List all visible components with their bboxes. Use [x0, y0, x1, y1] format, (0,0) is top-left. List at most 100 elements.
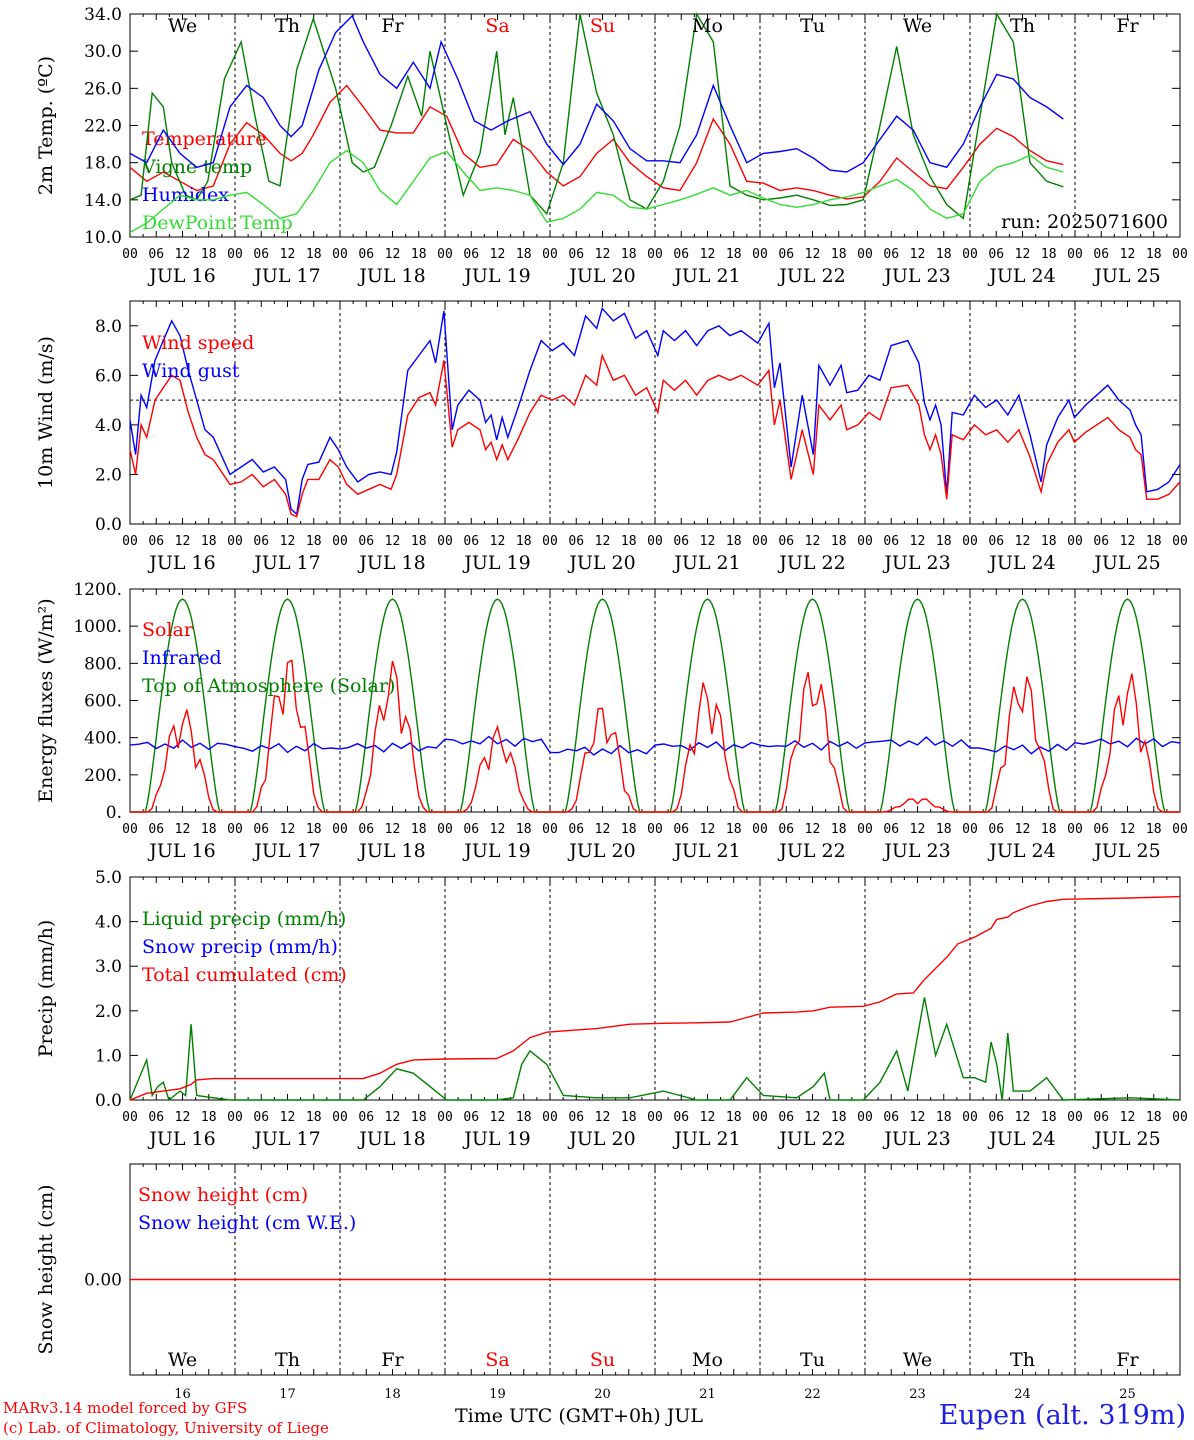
hour-tick-label: 12 [175, 1110, 191, 1125]
hour-tick-label: 06 [778, 1110, 794, 1125]
hour-tick-label: 06 [988, 822, 1004, 837]
hour-tick-label: 18 [201, 1110, 217, 1125]
y-tick-label: 2.0 [95, 465, 122, 485]
date-label: JUL 25 [1092, 1128, 1160, 1150]
date-label: JUL 22 [777, 265, 845, 287]
date-label: JUL 20 [567, 1128, 635, 1150]
hour-tick-label: 06 [673, 534, 689, 549]
hour-tick-label: 00 [647, 822, 663, 837]
hour-tick-label: 18 [1146, 247, 1162, 262]
hour-tick-label: 18 [831, 1110, 847, 1125]
day-number: 25 [1119, 1387, 1136, 1402]
hour-tick-label: 12 [910, 534, 926, 549]
hour-tick-label: 06 [358, 1110, 374, 1125]
hour-tick-label: 00 [962, 822, 978, 837]
hour-tick-label: 18 [1041, 534, 1057, 549]
y-tick-label: 5.0 [95, 868, 122, 888]
hour-tick-label: 06 [988, 247, 1004, 262]
hour-tick-label: 06 [778, 534, 794, 549]
day-name: Th [275, 1349, 300, 1371]
hour-tick-label: 12 [385, 822, 401, 837]
date-label: JUL 22 [777, 1128, 845, 1150]
hour-tick-label: 12 [595, 1110, 611, 1125]
hour-tick-label: 06 [358, 247, 374, 262]
hour-tick-label: 06 [1093, 1110, 1109, 1125]
legend-entry: Solar [142, 619, 194, 641]
hour-tick-label: 12 [280, 534, 296, 549]
hour-tick-label: 00 [752, 822, 768, 837]
hour-tick-label: 00 [752, 247, 768, 262]
hour-tick-label: 06 [463, 1110, 479, 1125]
legend-entry: Snow height (cm W.E.) [138, 1212, 356, 1234]
hour-tick-label: 00 [1172, 1110, 1188, 1125]
hour-tick-label: 00 [647, 1110, 663, 1125]
day-number: 20 [594, 1387, 611, 1402]
hour-tick-label: 00 [332, 1110, 348, 1125]
day-name: Fr [381, 15, 404, 37]
hour-tick-label: 12 [490, 822, 506, 837]
hour-tick-label: 18 [516, 1110, 532, 1125]
hour-tick-label: 00 [752, 534, 768, 549]
hour-tick-label: 12 [1015, 534, 1031, 549]
date-label: JUL 25 [1092, 840, 1160, 862]
hour-tick-label: 12 [595, 534, 611, 549]
day-name: Fr [1116, 15, 1139, 37]
date-label: JUL 20 [567, 265, 635, 287]
date-label: JUL 16 [147, 840, 215, 862]
hour-tick-label: 06 [883, 247, 899, 262]
hour-tick-label: 12 [1120, 822, 1136, 837]
hour-tick-label: 18 [306, 822, 322, 837]
hour-tick-label: 12 [1015, 247, 1031, 262]
hour-tick-label: 00 [647, 534, 663, 549]
hour-tick-label: 12 [910, 247, 926, 262]
hour-tick-label: 06 [988, 534, 1004, 549]
hour-tick-label: 12 [700, 822, 716, 837]
day-name: Th [275, 15, 300, 37]
day-name: We [903, 15, 932, 37]
hour-tick-label: 18 [621, 247, 637, 262]
hour-tick-label: 00 [1067, 822, 1083, 837]
date-label: JUL 18 [357, 265, 425, 287]
y-tick-label: 14.0 [84, 191, 122, 211]
date-label: JUL 16 [147, 552, 215, 574]
date-label: JUL 17 [252, 265, 320, 287]
y-tick-label: 0. [106, 803, 122, 823]
hour-tick-label: 06 [148, 247, 164, 262]
hour-tick-label: 00 [542, 534, 558, 549]
hour-tick-label: 06 [883, 822, 899, 837]
hour-tick-label: 18 [621, 534, 637, 549]
run-label: run: 2025071600 [1001, 211, 1168, 233]
hour-tick-label: 00 [437, 1110, 453, 1125]
day-name: Su [590, 1349, 615, 1371]
y-tick-label: 4.0 [95, 416, 122, 436]
hour-tick-label: 18 [726, 1110, 742, 1125]
hour-tick-label: 12 [175, 247, 191, 262]
date-label: JUL 19 [462, 265, 530, 287]
hour-tick-label: 06 [673, 1110, 689, 1125]
hour-tick-label: 18 [516, 247, 532, 262]
y-axis-label: 10m Wind (m/s) [35, 336, 57, 489]
hour-tick-label: 00 [122, 1110, 138, 1125]
hour-tick-label: 18 [831, 822, 847, 837]
hour-tick-label: 06 [673, 247, 689, 262]
date-label: JUL 17 [252, 1128, 320, 1150]
date-label: JUL 23 [882, 1128, 950, 1150]
date-label: JUL 19 [462, 840, 530, 862]
hour-tick-label: 12 [910, 1110, 926, 1125]
hour-tick-label: 12 [805, 822, 821, 837]
y-tick-label: 1.0 [95, 1046, 122, 1066]
date-label: JUL 24 [987, 840, 1055, 862]
hour-tick-label: 12 [280, 1110, 296, 1125]
date-label: JUL 24 [987, 265, 1055, 287]
hour-tick-label: 06 [778, 247, 794, 262]
hour-tick-label: 00 [122, 822, 138, 837]
hour-tick-label: 06 [883, 1110, 899, 1125]
y-tick-label: 34.0 [84, 5, 122, 25]
day-number: 19 [489, 1387, 506, 1402]
date-label: JUL 20 [567, 840, 635, 862]
day-name: Mo [692, 1349, 723, 1371]
hour-tick-label: 00 [437, 534, 453, 549]
hour-tick-label: 00 [542, 1110, 558, 1125]
hour-tick-label: 00 [227, 247, 243, 262]
hour-tick-label: 12 [385, 247, 401, 262]
